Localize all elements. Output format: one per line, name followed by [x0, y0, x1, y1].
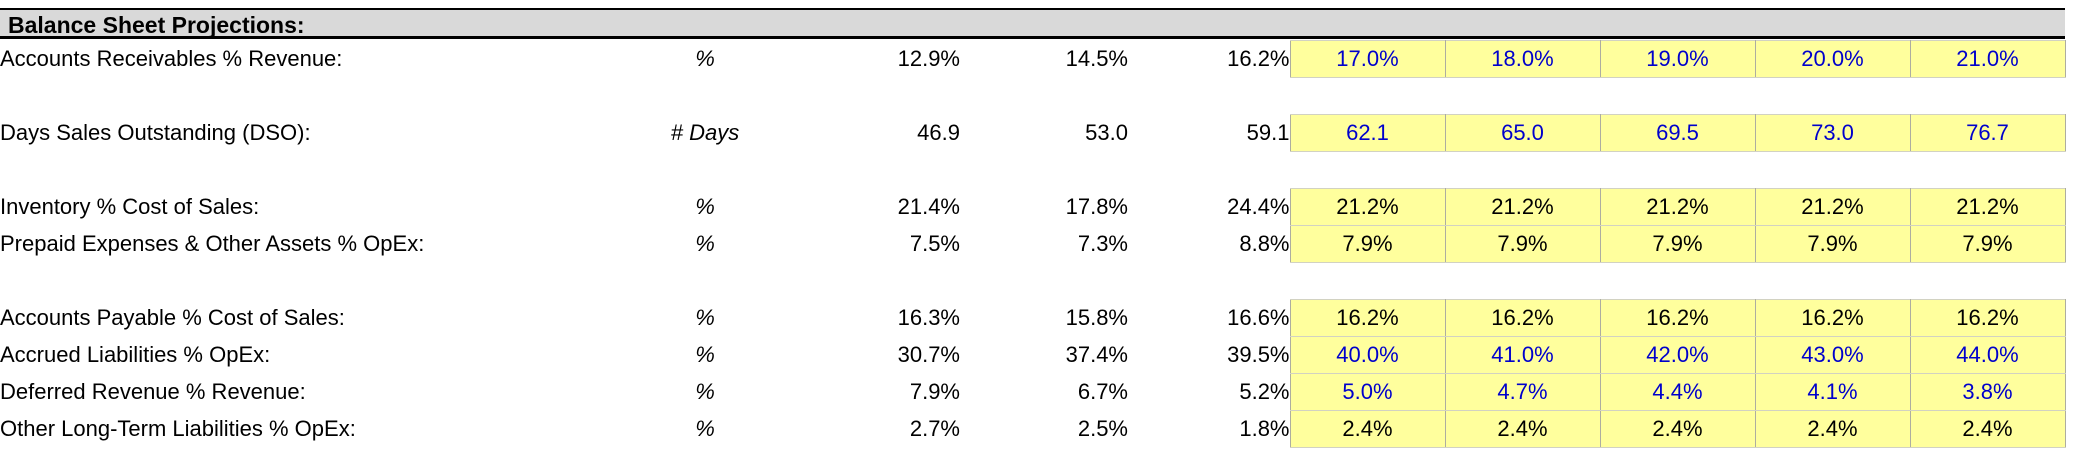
- table-row: Other Long-Term Liabilities % OpEx:% 2.7%…: [0, 410, 2066, 448]
- table-row: Accounts Payable % Cost of Sales:% 16.3% 1…: [0, 299, 2066, 337]
- projection-input-cell[interactable]: 7.9%: [1289, 225, 1446, 263]
- table-row: Inventory % Cost of Sales:% 21.4% 17.8% 24.…: [0, 188, 2066, 226]
- projection-input-cell[interactable]: 19.0%: [1599, 40, 1756, 78]
- row-label-cell[interactable]: Prepaid Expenses & Other Assets % OpEx:: [0, 231, 425, 256]
- spacer-cell: [0, 77, 2065, 115]
- row-label-cell[interactable]: Other Long-Term Liabilities % OpEx:: [0, 416, 356, 441]
- unit-cell[interactable]: # Days: [670, 120, 740, 145]
- unit-cell[interactable]: %: [695, 46, 715, 71]
- projection-input-cell[interactable]: 43.0%: [1754, 336, 1911, 374]
- table-row: Accrued Liabilities % OpEx:% 30.7% 37.4% 39…: [0, 336, 2066, 374]
- historical-value-cell[interactable]: 53.0: [1085, 120, 1128, 145]
- spacer-cell: [0, 151, 2065, 189]
- projection-input-cell[interactable]: 44.0%: [1909, 336, 2066, 374]
- projection-input-cell[interactable]: 21.2%: [1909, 188, 2066, 226]
- projection-input-cell[interactable]: 16.2%: [1909, 299, 2066, 337]
- projection-input-cell[interactable]: 16.2%: [1599, 299, 1756, 337]
- projection-input-cell[interactable]: 21.0%: [1909, 40, 2066, 78]
- unit-cell[interactable]: %: [695, 194, 715, 219]
- historical-value-cell[interactable]: 5.2%: [1239, 379, 1290, 404]
- projection-input-cell[interactable]: 5.0%: [1289, 373, 1446, 411]
- historical-value-cell[interactable]: 17.8%: [1065, 194, 1128, 219]
- projection-input-cell[interactable]: 41.0%: [1444, 336, 1601, 374]
- spreadsheet-view: Balance Sheet Projections: Accounts Rece…: [0, 8, 2074, 465]
- projection-input-cell[interactable]: 42.0%: [1599, 336, 1756, 374]
- projection-input-cell[interactable]: 4.1%: [1754, 373, 1911, 411]
- projection-input-cell[interactable]: 76.7: [1909, 114, 2066, 152]
- projections-table: Accounts Receivables % Revenue:% 12.9% 14.…: [0, 40, 2066, 448]
- spacer-row: [0, 151, 2065, 189]
- spacer-cell: [0, 262, 2065, 300]
- historical-value-cell[interactable]: 7.9%: [909, 379, 960, 404]
- projection-input-cell[interactable]: 2.4%: [1289, 410, 1446, 448]
- projection-input-cell[interactable]: 2.4%: [1909, 410, 2066, 448]
- projection-input-cell[interactable]: 21.2%: [1444, 188, 1601, 226]
- historical-value-cell[interactable]: 1.8%: [1239, 416, 1290, 441]
- projection-input-cell[interactable]: 21.2%: [1289, 188, 1446, 226]
- historical-value-cell[interactable]: 21.4%: [897, 194, 960, 219]
- row-label-cell[interactable]: Inventory % Cost of Sales:: [0, 194, 260, 219]
- historical-value-cell[interactable]: 59.1: [1246, 120, 1290, 145]
- historical-value-cell[interactable]: 6.7%: [1077, 379, 1128, 404]
- historical-value-cell[interactable]: 7.3%: [1077, 231, 1128, 256]
- historical-value-cell[interactable]: 15.8%: [1065, 305, 1128, 330]
- projection-input-cell[interactable]: 73.0: [1754, 114, 1911, 152]
- historical-value-cell[interactable]: 46.9: [917, 120, 960, 145]
- historical-value-cell[interactable]: 30.7%: [897, 342, 960, 367]
- historical-value-cell[interactable]: 24.4%: [1227, 194, 1290, 219]
- spacer-row: [0, 77, 2065, 115]
- table-row: Accounts Receivables % Revenue:% 12.9% 14.…: [0, 40, 2066, 78]
- historical-value-cell[interactable]: 16.3%: [897, 305, 960, 330]
- row-label-cell[interactable]: Accrued Liabilities % OpEx:: [0, 342, 271, 367]
- spacer-row: [0, 262, 2065, 300]
- projection-input-cell[interactable]: 7.9%: [1909, 225, 2066, 263]
- projection-input-cell[interactable]: 7.9%: [1444, 225, 1601, 263]
- row-label-cell[interactable]: Accounts Receivables % Revenue:: [0, 46, 343, 71]
- projection-input-cell[interactable]: 7.9%: [1599, 225, 1756, 263]
- projection-input-cell[interactable]: 18.0%: [1444, 40, 1601, 78]
- projection-input-cell[interactable]: 65.0: [1444, 114, 1601, 152]
- row-label-cell[interactable]: Days Sales Outstanding (DSO):: [0, 120, 311, 145]
- historical-value-cell[interactable]: 2.7%: [909, 416, 960, 441]
- historical-value-cell[interactable]: 12.9%: [897, 46, 960, 71]
- projection-input-cell[interactable]: 21.2%: [1754, 188, 1911, 226]
- projection-input-cell[interactable]: 4.4%: [1599, 373, 1756, 411]
- row-label-cell[interactable]: Deferred Revenue % Revenue:: [0, 379, 306, 404]
- projection-input-cell[interactable]: 7.9%: [1754, 225, 1911, 263]
- section-title: Balance Sheet Projections:: [8, 12, 305, 38]
- projection-input-cell[interactable]: 2.4%: [1599, 410, 1756, 448]
- unit-cell[interactable]: %: [695, 231, 715, 256]
- projection-input-cell[interactable]: 16.2%: [1289, 299, 1446, 337]
- table-row: Deferred Revenue % Revenue:% 7.9% 6.7% 5.2%…: [0, 373, 2066, 411]
- projection-input-cell[interactable]: 3.8%: [1909, 373, 2066, 411]
- unit-cell[interactable]: %: [695, 342, 715, 367]
- row-label-cell[interactable]: Accounts Payable % Cost of Sales:: [0, 305, 345, 330]
- projection-input-cell[interactable]: 69.5: [1599, 114, 1756, 152]
- historical-value-cell[interactable]: 8.8%: [1239, 231, 1290, 256]
- projection-input-cell[interactable]: 2.4%: [1754, 410, 1911, 448]
- historical-value-cell[interactable]: 7.5%: [909, 231, 960, 256]
- historical-value-cell[interactable]: 2.5%: [1077, 416, 1128, 441]
- unit-cell[interactable]: %: [695, 379, 715, 404]
- projection-input-cell[interactable]: 2.4%: [1444, 410, 1601, 448]
- projection-input-cell[interactable]: 4.7%: [1444, 373, 1601, 411]
- projection-input-cell[interactable]: 40.0%: [1289, 336, 1446, 374]
- projections-table-body: Accounts Receivables % Revenue:% 12.9% 14.…: [0, 40, 2066, 448]
- unit-cell[interactable]: %: [695, 305, 715, 330]
- projection-input-cell[interactable]: 16.2%: [1754, 299, 1911, 337]
- projection-input-cell[interactable]: 20.0%: [1754, 40, 1911, 78]
- historical-value-cell[interactable]: 16.2%: [1227, 46, 1290, 71]
- historical-value-cell[interactable]: 16.6%: [1227, 305, 1290, 330]
- table-row: Days Sales Outstanding (DSO): # Days 46.9 5…: [0, 114, 2066, 152]
- projection-input-cell[interactable]: 62.1: [1289, 114, 1446, 152]
- unit-cell[interactable]: %: [695, 416, 715, 441]
- historical-value-cell[interactable]: 14.5%: [1065, 46, 1128, 71]
- section-header[interactable]: Balance Sheet Projections:: [0, 8, 2065, 39]
- projection-input-cell[interactable]: 17.0%: [1289, 40, 1446, 78]
- historical-value-cell[interactable]: 39.5%: [1227, 342, 1290, 367]
- historical-value-cell[interactable]: 37.4%: [1065, 342, 1128, 367]
- table-row: Prepaid Expenses & Other Assets % OpEx:%…: [0, 225, 2066, 263]
- projection-input-cell[interactable]: 16.2%: [1444, 299, 1601, 337]
- projection-input-cell[interactable]: 21.2%: [1599, 188, 1756, 226]
